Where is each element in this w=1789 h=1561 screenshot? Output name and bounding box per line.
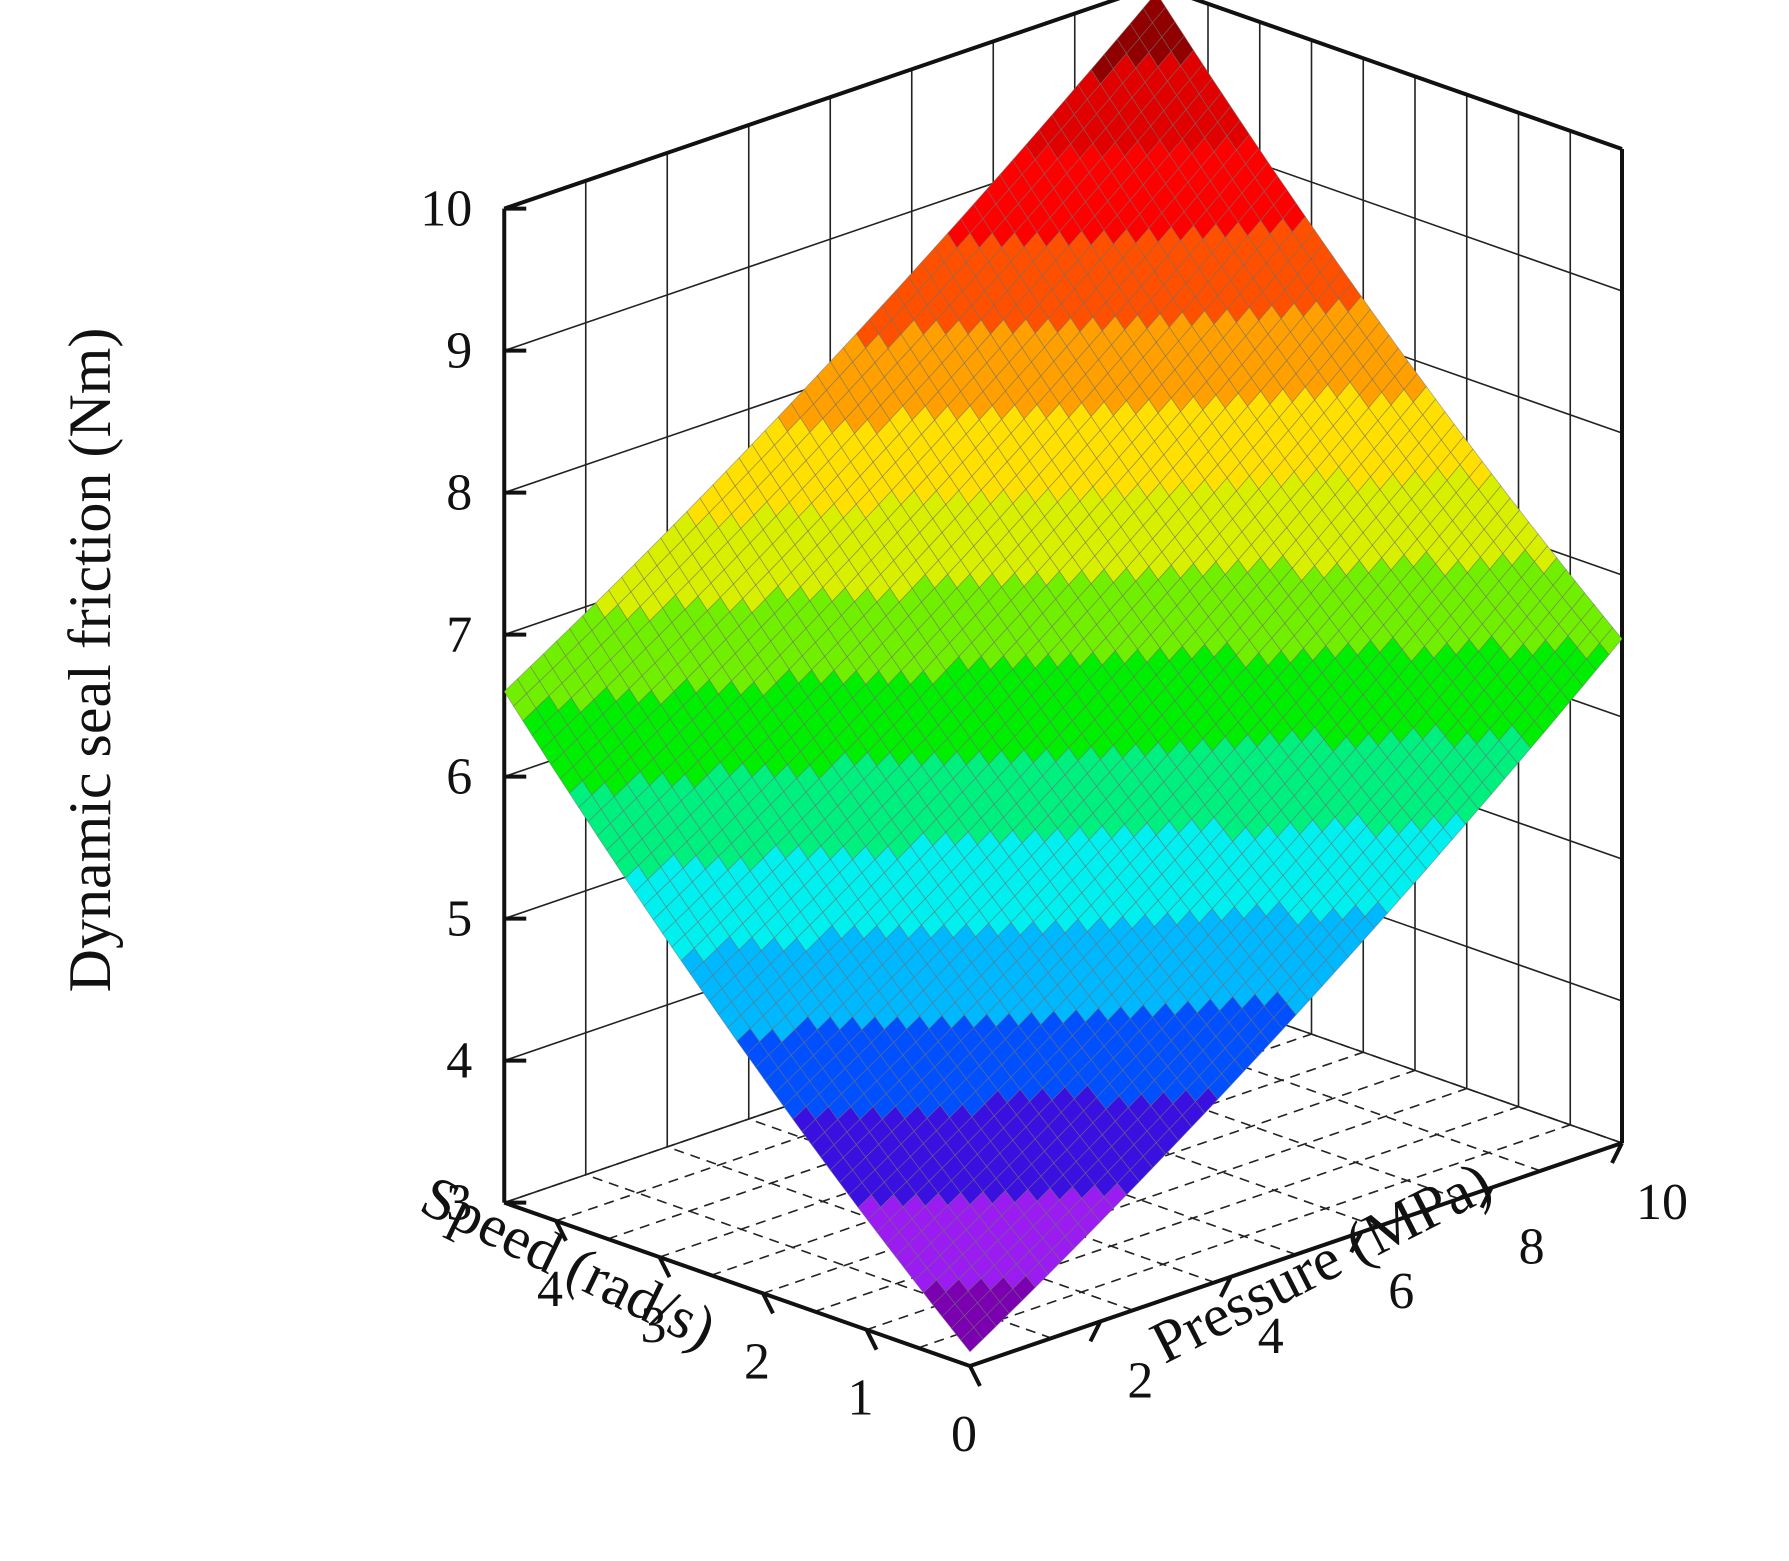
z-tick-label: 10 (420, 181, 472, 238)
friction-surface (503, 0, 1623, 1353)
top-edge-left (503, 0, 1121, 211)
y-tick-mark (1088, 1320, 1103, 1343)
x-tick-mark (761, 1292, 775, 1315)
x-tick-label: 4 (537, 1261, 563, 1318)
pressure-axis-line (969, 1141, 1623, 1368)
y-axis-label: Pressure (MPa) (1140, 1148, 1501, 1376)
speed-axis-line (503, 1200, 971, 1368)
x-tick-label: 0 (951, 1406, 977, 1463)
y-tick-label: 2 (1127, 1352, 1153, 1409)
y-tick-label: 6 (1388, 1263, 1414, 1320)
y-tick-mark (1219, 1275, 1233, 1298)
floor-grid-line (814, 1087, 1468, 1313)
x-tick-label: 2 (744, 1333, 770, 1390)
z-tick-label: 6 (446, 749, 472, 806)
z-tick-label: 4 (446, 1033, 472, 1090)
y-tick-mark (1610, 1142, 1624, 1164)
z-tick-label: 7 (446, 607, 472, 664)
surface-patch (960, 1326, 984, 1353)
front-frame (503, 1141, 1623, 1368)
z-axis-label: Dynamic seal friction (Nm) (57, 328, 123, 993)
x-tick-label: 1 (848, 1370, 874, 1427)
x-tick-mark (657, 1256, 672, 1278)
y-tick-label: 10 (1636, 1174, 1688, 1231)
floor-grid-line (585, 1174, 1052, 1339)
top-edge-right (1191, 0, 1623, 151)
x-tick-mark (968, 1365, 982, 1387)
y-tick-mark (1349, 1231, 1363, 1254)
z-tick-label: 9 (446, 323, 472, 380)
z-tick-label: 3 (446, 1175, 472, 1232)
y-tick-mark (1479, 1186, 1494, 1209)
x-tick-label: 3 (641, 1297, 667, 1354)
tick-labels: 3 4 5 6 7 8 9 10 0 1 2 3 4 2 4 6 8 10 (420, 181, 1688, 1463)
z-tick-label: 5 (446, 891, 472, 948)
z-tick-label: 8 (446, 465, 472, 522)
y-tick-label: 8 (1519, 1219, 1545, 1276)
x-tick-mark (864, 1328, 879, 1351)
x-tick-mark (554, 1219, 568, 1242)
y-tick-label: 4 (1258, 1308, 1284, 1365)
